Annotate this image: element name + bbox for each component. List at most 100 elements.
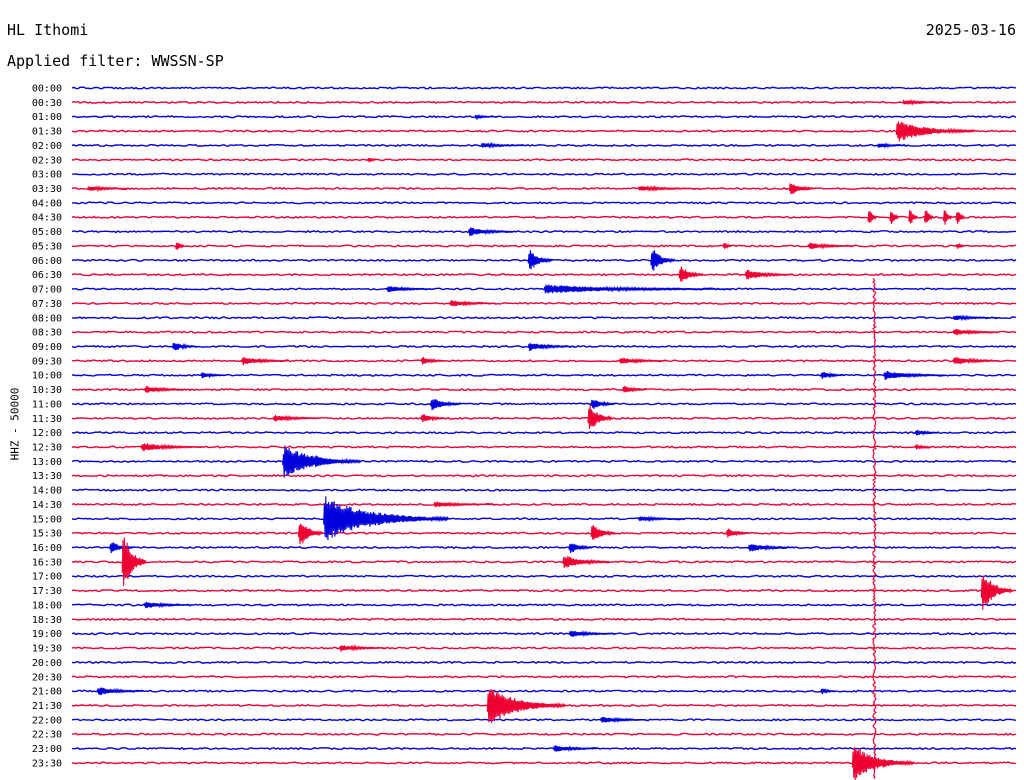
seismic-event (272, 414, 320, 422)
seismic-event (568, 630, 616, 638)
applied-filter-label: Applied filter: WWSSN-SP (7, 52, 224, 70)
seismic-event (722, 242, 733, 250)
seismic-event (298, 523, 323, 545)
trace-line (71, 517, 1017, 521)
seismic-event (600, 716, 648, 724)
row-time-label: 03:00 (32, 170, 62, 181)
seismic-event (87, 185, 135, 193)
seismic-event (313, 455, 339, 467)
trace-line (71, 574, 1017, 578)
row-time-label: 23:30 (32, 758, 62, 769)
row-time-label: 00:30 (32, 98, 62, 109)
trace-line (71, 588, 1016, 593)
seismic-event (200, 372, 226, 379)
trace-line (71, 632, 1017, 636)
recording-date: 2025-03-16 (925, 21, 1016, 39)
row-time-label: 15:30 (32, 529, 62, 540)
row-time-label: 07:00 (32, 285, 62, 296)
row-time-label: 20:00 (32, 658, 62, 669)
row-time-label: 13:30 (32, 471, 62, 482)
seismic-event (367, 157, 377, 163)
seismic-event (590, 399, 616, 409)
trace-line (71, 402, 1017, 406)
trace-line (71, 660, 1017, 665)
row-time-label: 19:00 (32, 629, 62, 640)
row-time-label: 16:30 (32, 557, 62, 568)
seismic-event (980, 575, 1013, 610)
row-time-label: 18:00 (32, 600, 62, 611)
seismic-event (590, 524, 616, 540)
seismic-event (143, 386, 191, 393)
seismic-event (914, 429, 940, 437)
seismic-event (820, 687, 836, 695)
trace-line (71, 100, 1017, 104)
seismic-event (430, 399, 462, 411)
trace-line (71, 488, 1017, 492)
seismic-event (172, 342, 197, 351)
trace-line (71, 115, 1017, 119)
station-name: HL Ithomi (7, 21, 89, 39)
trace-line (71, 689, 1016, 693)
seismic-event (895, 121, 975, 142)
row-time-label: 08:00 (32, 313, 62, 324)
seismic-event (143, 601, 191, 609)
seismic-event (952, 328, 1000, 336)
row-time-label: 22:00 (32, 715, 62, 726)
trace-line (71, 474, 1017, 478)
trace-line (71, 387, 1017, 392)
trace-line (71, 301, 1017, 306)
seismic-event (637, 515, 685, 523)
row-time-label: 03:30 (32, 184, 62, 195)
row-time-label: 04:30 (32, 213, 62, 224)
row-time-label: 02:00 (32, 141, 62, 152)
row-time-label: 05:00 (32, 227, 62, 238)
seismic-event (924, 210, 934, 224)
trace-line (71, 746, 1017, 751)
seismic-event (908, 210, 918, 224)
trace-line (71, 215, 1016, 219)
row-time-label: 21:00 (32, 687, 62, 698)
trace-line (71, 273, 1017, 277)
trace-line (71, 646, 1016, 650)
trace-line (71, 560, 1017, 564)
trace-line (71, 158, 1017, 162)
row-time-label: 00:00 (32, 84, 62, 95)
seismic-event (241, 356, 289, 366)
seismic-event (952, 357, 1000, 365)
trace-line (71, 416, 1017, 420)
trace-line (71, 359, 1017, 363)
trace-line (71, 129, 1017, 133)
trace-line (71, 229, 1016, 234)
seismic-event (955, 211, 966, 224)
row-time-label: 13:00 (32, 457, 62, 468)
row-time-label: 10:00 (32, 371, 62, 382)
row-time-label: 07:30 (32, 299, 62, 310)
seismic-event (955, 242, 965, 249)
seismic-event (807, 242, 855, 250)
trace-line (71, 244, 1017, 248)
seismic-event (744, 269, 792, 280)
seismic-event (562, 556, 610, 568)
row-time-label: 16:00 (32, 543, 62, 554)
seismic-event (527, 343, 575, 352)
seismic-event (820, 371, 846, 379)
seismic-event (943, 210, 953, 225)
seismic-event (386, 285, 434, 293)
seismic-event (121, 537, 147, 586)
row-time-label: 02:30 (32, 155, 62, 166)
seismic-event (883, 371, 946, 380)
seismic-event (140, 443, 204, 452)
row-time-label: 04:00 (32, 198, 62, 209)
row-time-label: 20:30 (32, 672, 62, 683)
row-time-label: 22:30 (32, 730, 62, 741)
seismic-event (914, 444, 931, 450)
seismic-event (433, 501, 496, 508)
row-time-label: 10:30 (32, 385, 62, 396)
row-time-label: 06:30 (32, 270, 62, 281)
seismic-event (618, 357, 666, 365)
row-time-label: 01:30 (32, 127, 62, 138)
seismic-event (474, 113, 499, 121)
trace-line (71, 186, 1017, 191)
row-time-label: 17:00 (32, 572, 62, 583)
